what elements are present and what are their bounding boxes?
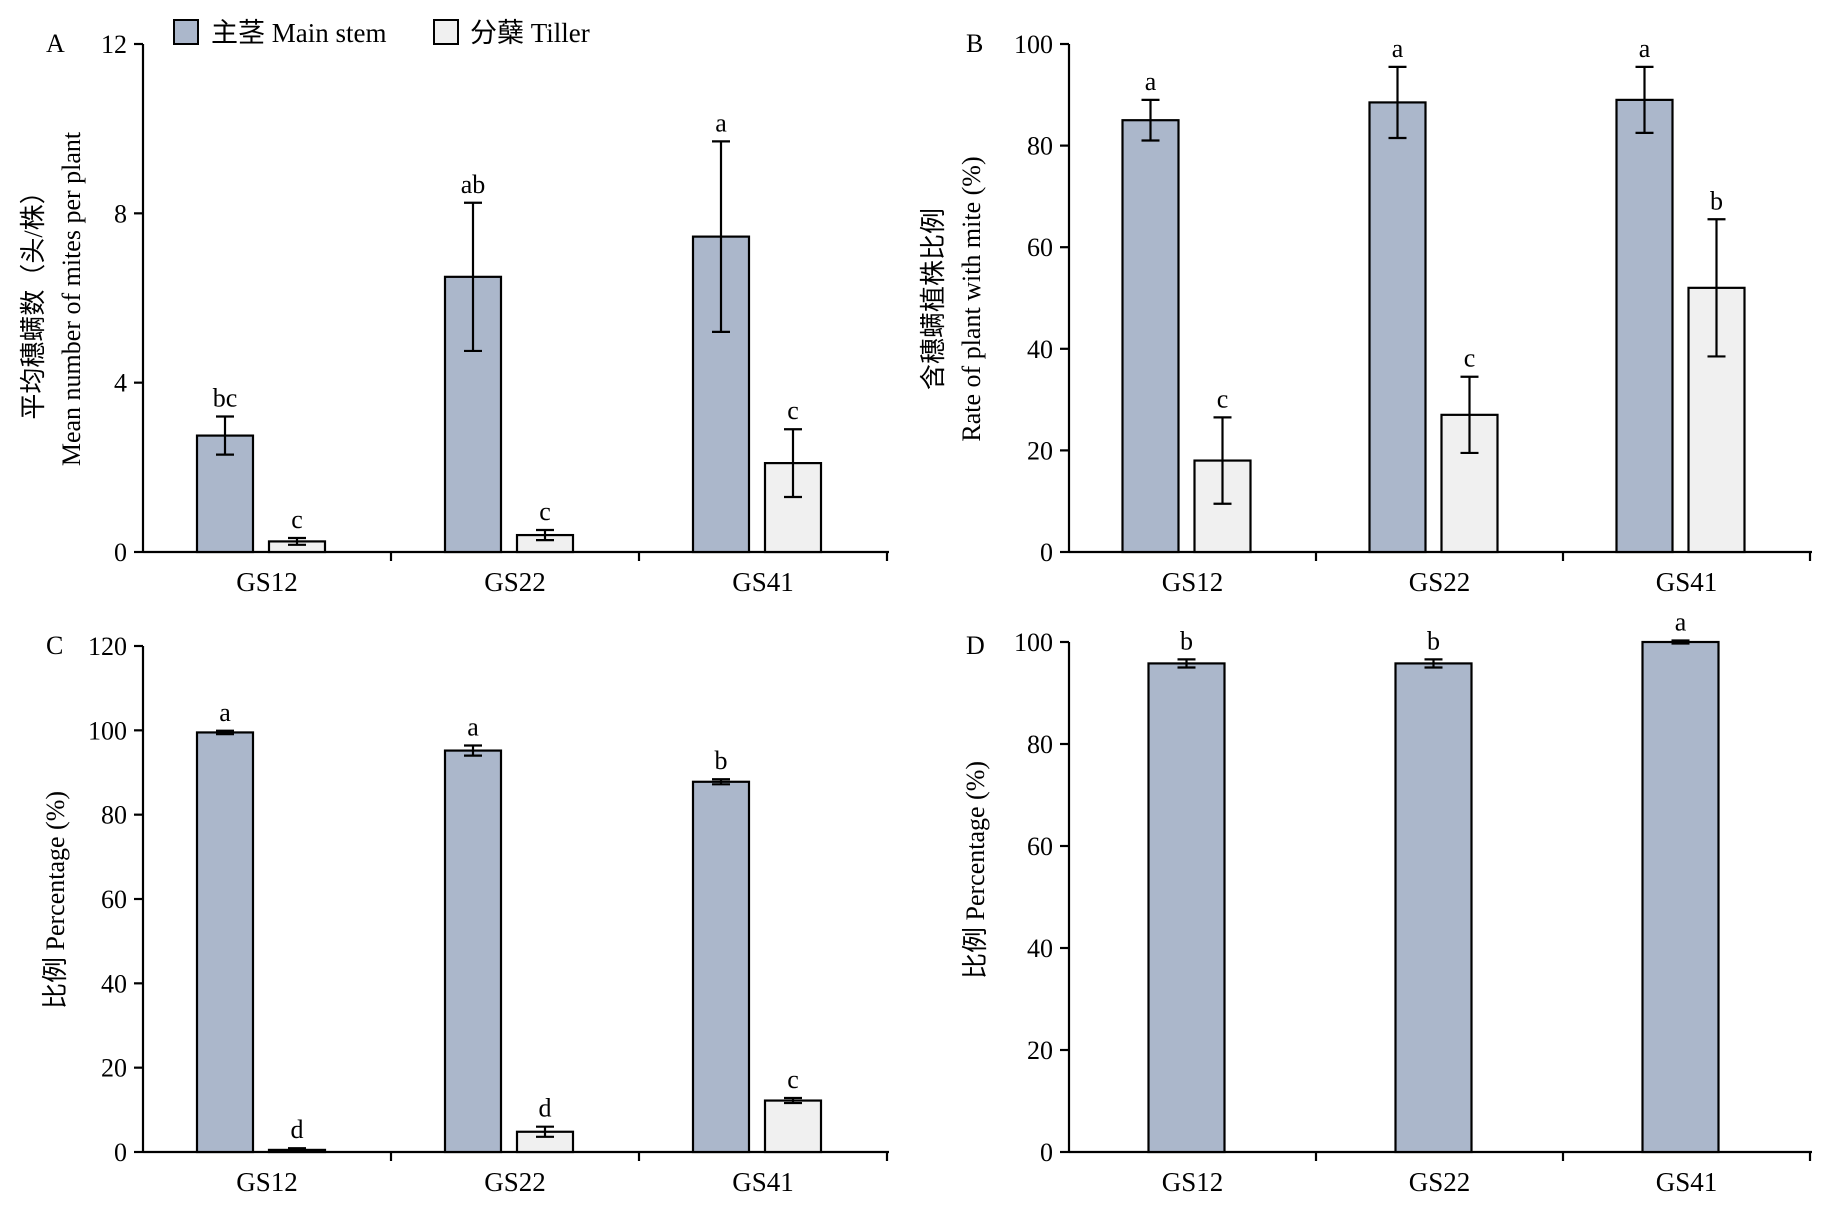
panel-c: C 比例 Percentage (%) 0 20 40 60 80 100 120 GS12 a… — [41, 631, 889, 1197]
panel-d-ytick-label: 80 — [1027, 730, 1053, 759]
panel-b-bar-main-stem — [1368, 101, 1427, 554]
panel-c-sig-label-tiller: c — [787, 1065, 799, 1094]
panel-b-sig-label-tiller: c — [1217, 384, 1229, 413]
panel-b-ytick-label: 40 — [1027, 335, 1053, 364]
panel-b-ytick-label: 100 — [1014, 30, 1053, 59]
panel-d-plot: 0 20 40 60 80 100 GS12 b GS22 b GS41 a — [1014, 607, 1812, 1197]
panel-d-ylabel-cn: 比例 — [961, 927, 990, 979]
panel-a-plot: 0 4 8 12 GS12 bc c GS22 ab c GS41 a c — [101, 30, 889, 597]
legend: 主茎 Main stem 分蘖 Tiller — [173, 18, 590, 48]
panel-c-sig-label-main-stem: a — [219, 698, 231, 727]
panel-d-ytick-label: 100 — [1014, 628, 1053, 657]
panel-d-category-label: GS41 — [1656, 1167, 1718, 1197]
panel-b-ylabel-en: Rate of plant with mite (%) — [957, 156, 986, 441]
panel-d-bar-main-stem — [1394, 662, 1473, 1154]
panel-d: D 比例 Percentage (%) 0 20 40 60 80 100 GS12 b GS2… — [961, 607, 1812, 1197]
panel-c-ytick-label: 0 — [114, 1138, 127, 1167]
panel-d-ytick-label: 20 — [1027, 1036, 1053, 1065]
panel-a-sig-label-main-stem: ab — [461, 170, 486, 199]
panel-a: A 平均穗螨数（头/株） Mean number of mites per pl… — [19, 29, 889, 597]
panel-c-category-label: GS22 — [484, 1167, 546, 1197]
panel-a-ytick-label: 4 — [114, 369, 127, 398]
panel-a-ytick-label: 8 — [114, 199, 127, 228]
panel-c-category-label: GS41 — [732, 1167, 794, 1197]
panel-a-ylabel-cn: 平均穗螨数（头/株） — [19, 178, 48, 419]
panel-c-bar-main-stem — [195, 731, 255, 1154]
panel-d-category-label: GS12 — [1162, 1167, 1224, 1197]
legend-label-tiller: 分蘖 Tiller — [470, 18, 590, 48]
panel-b-ylabel-cn: 含穗螨植株比例 — [919, 208, 948, 390]
panel-b-ytick-label: 80 — [1027, 132, 1053, 161]
panel-d-bar-main-stem — [1641, 640, 1720, 1154]
panel-c-ytick-label: 80 — [101, 801, 127, 830]
panel-a-letter: A — [46, 29, 65, 58]
panel-c-sig-label-tiller: d — [539, 1094, 552, 1123]
panel-b: B 含穗螨植株比例 Rate of plant with mite (%) 0 2… — [919, 29, 1812, 597]
panel-b-bar-main-stem — [1615, 98, 1674, 554]
legend-swatch-tiller — [433, 19, 459, 45]
panel-b-category-label: GS41 — [1656, 567, 1718, 597]
panel-b-sig-label-tiller: b — [1710, 186, 1723, 215]
panel-a-category-label: GS12 — [236, 567, 298, 597]
panel-a-sig-label-tiller: c — [291, 505, 303, 534]
panel-d-ylabel-en: Percentage (%) — [961, 761, 990, 921]
panel-a-sig-label-main-stem: bc — [213, 384, 238, 413]
panel-b-ytick-label: 60 — [1027, 233, 1053, 262]
panel-a-sig-label-tiller: c — [787, 396, 799, 425]
panel-d-ytick-label: 40 — [1027, 934, 1053, 963]
panel-a-ylabel-en: Mean number of mites per plant — [57, 131, 86, 466]
panel-d-sig-label-main-stem: b — [1180, 626, 1193, 655]
panel-c-category-label: GS12 — [236, 1167, 298, 1197]
panel-a-sig-label-tiller: c — [539, 497, 551, 526]
panel-b-plot: 0 20 40 60 80 100 GS12 a c GS22 a c GS41 a b — [1014, 30, 1812, 597]
panel-d-letter: D — [966, 631, 985, 660]
panel-d-ylabel: 比例 Percentage (%) — [961, 761, 990, 979]
panel-d-ytick-label: 0 — [1040, 1138, 1053, 1167]
panel-c-ytick-label: 100 — [88, 716, 127, 745]
panel-c-ytick-label: 20 — [101, 1054, 127, 1083]
panel-b-bar-main-stem — [1121, 119, 1180, 554]
panel-b-sig-label-main-stem: a — [1392, 34, 1404, 63]
panel-d-sig-label-main-stem: b — [1427, 626, 1440, 655]
panel-c-ytick-label: 60 — [101, 885, 127, 914]
panel-a-ytick-label: 12 — [101, 30, 127, 59]
panel-c-letter: C — [46, 631, 63, 660]
legend-label-main-stem: 主茎 Main stem — [211, 18, 387, 48]
panel-b-ytick-label: 20 — [1027, 436, 1053, 465]
panel-c-bar-main-stem — [691, 780, 751, 1154]
panel-c-sig-label-main-stem: b — [715, 746, 728, 775]
panel-a-ytick-label: 0 — [114, 538, 127, 567]
panel-c-bar-main-stem — [443, 749, 503, 1154]
panel-c-ytick-label: 120 — [88, 632, 127, 661]
panel-d-ytick-label: 60 — [1027, 832, 1053, 861]
panel-b-ytick-label: 0 — [1040, 538, 1053, 567]
panel-c-ylabel-cn: 比例 — [41, 957, 70, 1009]
panel-c-bar-tiller — [763, 1099, 823, 1154]
panel-d-category-label: GS22 — [1409, 1167, 1471, 1197]
panel-b-sig-label-main-stem: a — [1145, 67, 1157, 96]
panel-b-letter: B — [966, 29, 983, 58]
panel-d-sig-label-main-stem: a — [1675, 607, 1687, 636]
panel-c-plot: 0 20 40 60 80 100 120 GS12 a d GS22 a d GS41 b c — [88, 632, 889, 1197]
panel-c-ylabel-en: Percentage (%) — [41, 791, 70, 951]
panel-b-category-label: GS12 — [1162, 567, 1224, 597]
panel-c-ytick-label: 40 — [101, 969, 127, 998]
panel-c-ylabel: 比例 Percentage (%) — [41, 791, 70, 1009]
panel-b-sig-label-main-stem: a — [1639, 34, 1651, 63]
panel-d-bar-main-stem — [1147, 662, 1226, 1154]
panel-c-sig-label-tiller: d — [291, 1115, 304, 1144]
panel-a-category-label: GS41 — [732, 567, 794, 597]
legend-swatch-main-stem — [173, 19, 199, 45]
panel-a-category-label: GS22 — [484, 567, 546, 597]
panel-a-sig-label-main-stem: a — [715, 108, 727, 137]
panel-b-sig-label-tiller: c — [1464, 344, 1476, 373]
panel-c-sig-label-main-stem: a — [467, 713, 479, 742]
panel-b-category-label: GS22 — [1409, 567, 1471, 597]
